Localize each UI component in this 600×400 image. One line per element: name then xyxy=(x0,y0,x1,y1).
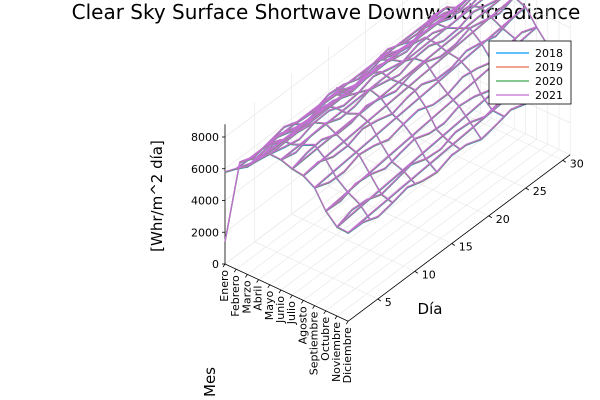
grid-line xyxy=(224,97,448,265)
x-axis-label: Mes xyxy=(201,367,219,397)
axes xyxy=(224,124,571,322)
y-tick-label: 30 xyxy=(570,157,584,170)
grid-line xyxy=(291,213,415,272)
grid-line xyxy=(224,0,409,138)
z-tick-label: 2000 xyxy=(191,226,219,239)
series-mesh-2021 xyxy=(380,36,504,117)
grid-line xyxy=(325,144,548,312)
x-tick-mark xyxy=(323,310,327,315)
grid-line xyxy=(509,0,571,28)
y-tick-mark xyxy=(377,298,382,302)
series-mesh-2021 xyxy=(335,70,460,149)
x-tick-label: Octubre xyxy=(319,317,332,361)
legend-label: 2021 xyxy=(535,89,563,102)
series-mesh-2021 xyxy=(247,138,371,220)
y-tick-mark xyxy=(451,243,456,246)
x-tick-label: Agosto xyxy=(296,306,309,344)
x-tick-mark xyxy=(267,284,271,289)
series-line-2020 xyxy=(224,0,571,242)
y-axis-label: Día xyxy=(418,300,443,318)
x-tick-mark xyxy=(245,274,248,278)
x-tick-label: Mayo xyxy=(263,291,276,321)
grid-line xyxy=(236,102,459,270)
grid-line xyxy=(336,149,560,317)
grid-line xyxy=(254,241,378,300)
x-tick-label: Febrero xyxy=(229,275,242,317)
x-tick-mark xyxy=(233,268,237,273)
x-tick-label: Septiembre xyxy=(308,311,321,375)
y-tick-label: 15 xyxy=(459,241,473,254)
grid-line xyxy=(439,102,563,161)
series-mesh-2021 xyxy=(224,152,349,233)
x-tick-mark xyxy=(334,315,338,320)
x-tick-label: Enero xyxy=(218,270,231,302)
y-tick-mark xyxy=(488,215,493,219)
x-tick-mark xyxy=(312,305,315,309)
x-tick-mark xyxy=(301,300,304,304)
x-tick-label: Noviembre xyxy=(330,322,343,382)
grid-line xyxy=(446,97,571,155)
legend-label: 2020 xyxy=(535,75,563,88)
z-tick-label: 8000 xyxy=(191,131,219,144)
legend-label: 2019 xyxy=(535,61,563,74)
y-tick-label: 10 xyxy=(422,268,436,281)
x-tick-label: Junio xyxy=(274,296,287,324)
z-tick-label: 4000 xyxy=(191,195,219,208)
grid-line xyxy=(280,123,504,291)
x-axis-line xyxy=(224,263,349,322)
series-lines xyxy=(224,0,571,242)
y-tick-mark xyxy=(525,187,530,191)
legend-box xyxy=(488,40,572,105)
grid-line xyxy=(292,128,515,296)
y-tick-mark xyxy=(562,159,567,163)
grid-line xyxy=(402,130,526,189)
z-axis-label: [Whr/m^2 día] xyxy=(148,140,166,252)
x-tick-label: Julio xyxy=(285,301,298,325)
series-mesh-2021 xyxy=(357,57,482,140)
y-tick-label: 25 xyxy=(533,185,547,198)
series-mesh-2021 xyxy=(269,121,393,203)
grid-line xyxy=(247,107,470,275)
x-tick-mark xyxy=(345,320,349,325)
legend-label: 2018 xyxy=(535,47,563,60)
y-tick-label: 5 xyxy=(385,296,392,309)
y-tick-label: 20 xyxy=(496,213,510,226)
series-mesh-2021 xyxy=(291,104,416,184)
grid-line xyxy=(258,112,481,280)
x-tick-mark xyxy=(289,294,293,299)
grid-line xyxy=(224,2,448,169)
grid-line xyxy=(314,138,537,306)
x-tick-label: Diciembre xyxy=(341,327,354,383)
y-tick-mark xyxy=(414,270,419,274)
x-tick-label: Marzo xyxy=(240,280,253,314)
chart-title: Clear Sky Surface Shortwave Downward Irr… xyxy=(72,0,581,24)
grid-line xyxy=(303,133,526,301)
z-tick-label: 6000 xyxy=(191,163,219,176)
tick-labels: 0 2000 4000 6000 8000 EneroFebreroMarzoAbrilM… xyxy=(191,131,584,383)
x-tick-mark xyxy=(222,263,226,268)
y-axis-line xyxy=(347,154,571,322)
x-tick-mark xyxy=(278,289,282,294)
x-tick-label: Abril xyxy=(252,286,265,311)
x-tick-mark xyxy=(256,279,259,283)
series-mesh-2021 xyxy=(313,88,438,172)
z-tick-label: 0 xyxy=(212,258,219,271)
grid-line xyxy=(328,186,452,244)
